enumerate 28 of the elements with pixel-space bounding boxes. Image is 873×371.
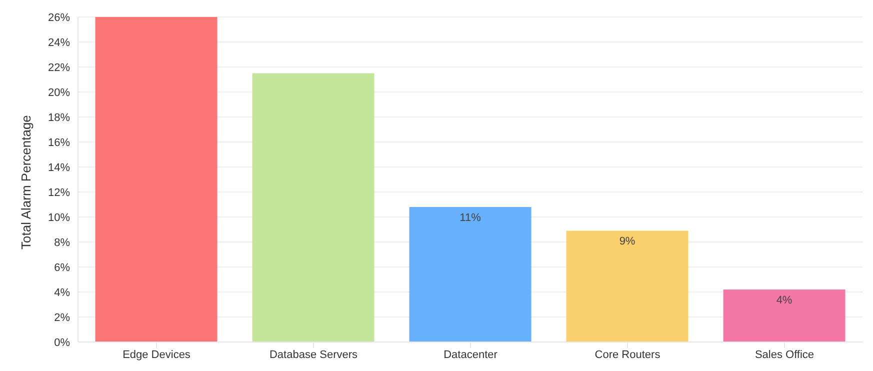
y-tick-label: 22% [48, 62, 70, 74]
y-tick-label: 8% [54, 236, 70, 249]
y-axis-title: Total Alarm Percentage [18, 115, 34, 250]
data-label: 9% [619, 236, 636, 248]
x-tick-label: Core Routers [594, 348, 661, 361]
bar [566, 230, 688, 342]
y-tick-label: 14% [48, 162, 70, 174]
y-tick-label: 0% [54, 336, 70, 349]
y-tick-label: 10% [48, 212, 70, 224]
y-tick-label: 16% [48, 136, 70, 149]
y-tick-label: 2% [54, 312, 70, 324]
y-tick-label: 4% [54, 286, 70, 299]
x-tick-label: Database Servers [269, 348, 358, 361]
data-label: 11% [460, 212, 482, 224]
y-tick-label: 24% [48, 36, 70, 49]
y-tick-label: 6% [54, 262, 70, 274]
y-tick-label: 18% [48, 112, 70, 124]
x-tick-label: Datacenter [444, 348, 498, 361]
data-label: 4% [776, 294, 792, 306]
y-tick-label: 12% [48, 186, 70, 199]
bar [252, 73, 374, 342]
y-tick-label: 20% [48, 86, 70, 99]
x-tick-label: Sales Office [754, 348, 814, 361]
bar [95, 17, 218, 342]
x-tick-label: Edge Devices [122, 348, 191, 361]
bar [409, 207, 532, 342]
bar [723, 290, 846, 342]
y-tick-label: 26% [48, 12, 70, 24]
